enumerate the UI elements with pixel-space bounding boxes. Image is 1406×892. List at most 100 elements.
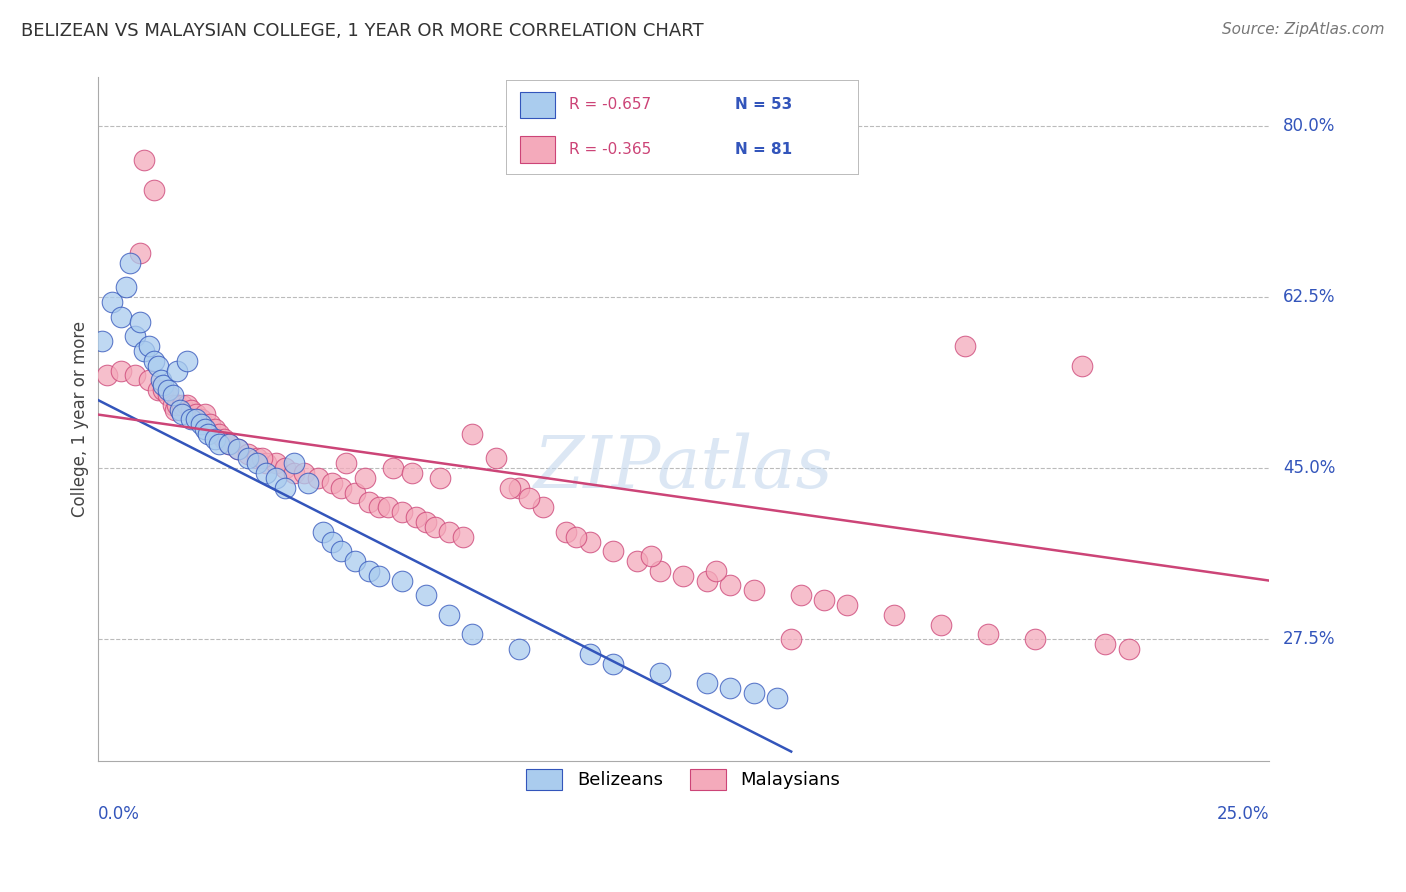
Point — [264, 471, 287, 485]
FancyBboxPatch shape — [520, 136, 555, 162]
Point — [212, 432, 235, 446]
Point — [423, 520, 446, 534]
Point — [929, 617, 952, 632]
Point — [837, 598, 859, 612]
Point — [602, 544, 624, 558]
Point — [283, 456, 305, 470]
Point — [163, 402, 186, 417]
Point — [344, 554, 367, 568]
Point — [246, 456, 269, 470]
Point — [640, 549, 662, 563]
Legend: Belizeans, Malaysians: Belizeans, Malaysians — [519, 762, 848, 797]
Point — [138, 373, 160, 387]
Point — [742, 686, 765, 700]
Point — [169, 402, 191, 417]
Point — [128, 315, 150, 329]
Point — [415, 515, 437, 529]
Point — [813, 593, 835, 607]
Point — [330, 481, 353, 495]
Point — [704, 564, 727, 578]
Point — [142, 353, 165, 368]
Point — [162, 388, 184, 402]
Point — [198, 417, 221, 432]
Text: R = -0.657: R = -0.657 — [569, 97, 651, 112]
Point — [180, 402, 202, 417]
Point — [555, 524, 578, 539]
Point — [499, 481, 522, 495]
Point — [156, 388, 179, 402]
Y-axis label: College, 1 year or more: College, 1 year or more — [72, 321, 89, 517]
Point — [508, 642, 530, 657]
Point — [648, 666, 671, 681]
Point — [197, 427, 219, 442]
Point — [437, 524, 460, 539]
Point — [274, 461, 297, 475]
Point — [96, 368, 118, 383]
Point — [648, 564, 671, 578]
Text: 80.0%: 80.0% — [1284, 117, 1336, 136]
Point — [578, 647, 600, 661]
Point — [626, 554, 648, 568]
Point — [437, 607, 460, 622]
Point — [180, 412, 202, 426]
Point — [1024, 632, 1046, 647]
Text: BELIZEAN VS MALAYSIAN COLLEGE, 1 YEAR OR MORE CORRELATION CHART: BELIZEAN VS MALAYSIAN COLLEGE, 1 YEAR OR… — [21, 22, 704, 40]
Point — [190, 417, 212, 432]
Point — [672, 568, 695, 582]
Point — [120, 256, 142, 270]
Text: 25.0%: 25.0% — [1216, 805, 1270, 823]
Point — [138, 339, 160, 353]
Point — [176, 353, 198, 368]
Point — [977, 627, 1000, 641]
Point — [254, 466, 277, 480]
Point — [883, 607, 905, 622]
Point — [194, 408, 217, 422]
Point — [451, 530, 474, 544]
Text: 62.5%: 62.5% — [1284, 288, 1336, 306]
Text: ZIPatlas: ZIPatlas — [533, 432, 834, 502]
Point — [250, 451, 273, 466]
Point — [1070, 359, 1092, 373]
Point — [696, 574, 718, 588]
Point — [149, 373, 172, 387]
Point — [292, 466, 315, 480]
Point — [152, 383, 174, 397]
Point — [110, 363, 132, 377]
Text: 0.0%: 0.0% — [97, 805, 139, 823]
Point — [204, 432, 226, 446]
Point — [148, 383, 170, 397]
Point — [344, 485, 367, 500]
Point — [166, 363, 188, 377]
Point — [461, 427, 484, 442]
Point — [766, 690, 789, 705]
Point — [170, 398, 193, 412]
Point — [1118, 642, 1140, 657]
Point — [742, 583, 765, 598]
Point — [218, 437, 240, 451]
Point — [391, 574, 413, 588]
Point — [274, 481, 297, 495]
Point — [311, 524, 333, 539]
Point — [124, 329, 146, 343]
Point — [297, 475, 319, 490]
Point — [134, 343, 156, 358]
Point — [321, 475, 343, 490]
Point — [578, 534, 600, 549]
Point — [208, 427, 231, 442]
Text: 27.5%: 27.5% — [1284, 631, 1336, 648]
Point — [321, 534, 343, 549]
Point — [190, 412, 212, 426]
Point — [184, 408, 207, 422]
Point — [377, 500, 399, 515]
Point — [194, 422, 217, 436]
Point — [696, 676, 718, 690]
FancyBboxPatch shape — [520, 92, 555, 118]
Point — [415, 588, 437, 602]
Point — [517, 491, 540, 505]
Point — [142, 183, 165, 197]
Point — [156, 383, 179, 397]
Point — [391, 505, 413, 519]
Point — [1094, 637, 1116, 651]
Point — [218, 437, 240, 451]
Point — [401, 466, 423, 480]
